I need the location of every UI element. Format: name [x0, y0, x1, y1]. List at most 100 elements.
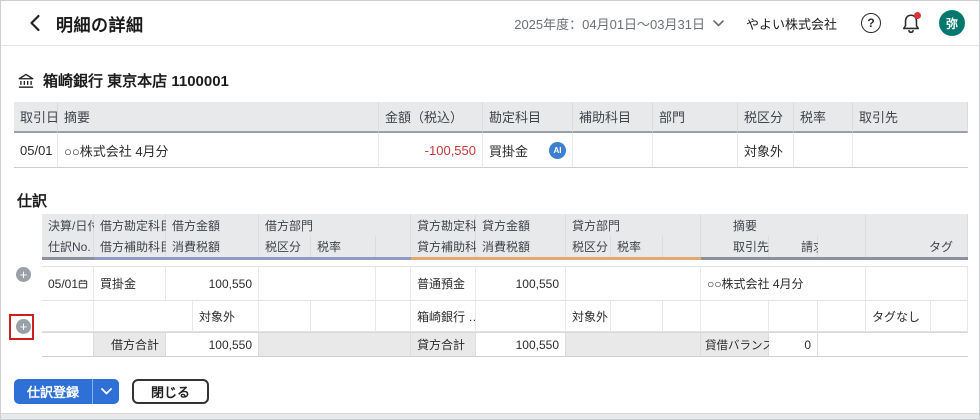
journal-col-cr-dept: 貸方部門 — [566, 214, 701, 236]
journal-col-cr-taxamount: 消費税額 — [476, 236, 566, 257]
journal-dr-spacer-cell — [376, 266, 411, 301]
totals-cr-label: 貸方合計 — [411, 332, 476, 357]
journal-cr-sub-cell[interactable]: 箱崎銀行 … — [411, 301, 480, 332]
journal-tag-spacer-cell — [931, 301, 968, 332]
journal-col-no: 仕訳No. — [42, 236, 94, 257]
user-avatar[interactable]: 弥 — [939, 10, 965, 36]
journal-dr-spacer2-cell — [376, 301, 411, 332]
journal-cr-spacer2-cell — [663, 301, 701, 332]
totals-dr-filler — [259, 332, 411, 357]
journal-col-cr-taxrate: 税率 — [611, 236, 663, 257]
add-row-button-bottom-icon[interactable] — [16, 319, 31, 334]
help-icon[interactable]: ? — [861, 13, 881, 33]
journal-col-cr-account: 貸方勘定科目 — [411, 214, 489, 236]
journal-col-dr-sub: 借方補助科目 — [94, 236, 172, 257]
register-dropdown-button[interactable] — [92, 379, 120, 404]
totals-cr-filler — [566, 332, 701, 357]
journal-dr-taxclass-cell[interactable]: 対象外 — [193, 301, 259, 332]
journal-dr-sub-cell[interactable] — [94, 301, 193, 332]
journal-col-cr-taxclass: 税区分 — [566, 236, 611, 257]
detail-account-value: 買掛金 — [489, 143, 529, 159]
detail-account-cell: 買掛金 AI — [483, 133, 573, 168]
back-button[interactable] — [29, 14, 43, 32]
totals-dr-amount: 100,550 — [166, 332, 259, 357]
bank-icon — [18, 73, 34, 88]
chevron-down-icon — [100, 388, 112, 395]
journal-dr-taxrate-cell[interactable] — [259, 301, 311, 332]
journal-partner-cell[interactable] — [701, 301, 769, 332]
statement-detail-table: 取引日 摘要 金額（税込） 勘定科目 補助科目 部門 税区分 税率 取引先 05… — [14, 102, 968, 168]
journal-col-dr-dept: 借方部門 — [259, 214, 411, 236]
journal-row1-tag-cell — [866, 266, 968, 301]
journal-col-dr-taxamount: 消費税額 — [166, 236, 259, 257]
detail-subaccount-cell — [573, 133, 653, 168]
journal-row2-spacer-cell — [818, 301, 866, 332]
detail-date-cell: 05/01 — [14, 133, 58, 168]
register-journal-split-button[interactable]: 仕訳登録 — [14, 379, 120, 404]
add-row-button-top-icon[interactable] — [16, 267, 31, 282]
journal-col-invoice: 請求書 — [769, 236, 837, 257]
journal-dr-taxamount-cell[interactable] — [311, 301, 376, 332]
journal-col-date: 決算/日付 — [42, 214, 99, 236]
totals-date-cell — [42, 332, 94, 357]
bottom-strip — [1, 413, 979, 419]
journal-dr-amount-cell[interactable]: 100,550 — [166, 266, 259, 301]
journal-col-dr-taxrate: 税率 — [311, 236, 376, 257]
journal-cr-taxrate-cell[interactable] — [611, 301, 663, 332]
journal-date-cell[interactable]: 05/01 — [42, 266, 94, 301]
journal-date-value: 05/01 — [48, 276, 79, 291]
journal-cr-taxamount-cell[interactable] — [476, 301, 566, 332]
detail-col-account: 勘定科目 — [483, 102, 573, 133]
close-button[interactable]: 閉じる — [132, 379, 210, 404]
detail-col-date: 取引日 — [14, 102, 59, 133]
detail-col-partner: 取引先 — [853, 102, 968, 133]
action-bar: 仕訳登録 閉じる — [14, 379, 210, 404]
detail-col-department: 部門 — [653, 102, 738, 133]
underline-summary — [701, 257, 968, 260]
bank-account-label: 箱崎銀行 東京本店 1100001 — [43, 73, 229, 90]
chevron-down-icon — [713, 19, 724, 26]
calendar-icon[interactable] — [78, 277, 88, 291]
journal-cr-amount-cell[interactable]: 100,550 — [476, 266, 566, 301]
totals-cr-amount: 100,550 — [476, 332, 566, 357]
journal-section-title: 仕訳 — [17, 193, 48, 210]
journal-dr-dept-cell[interactable] — [259, 266, 376, 301]
totals-dr-label: 借方合計 — [94, 332, 166, 357]
page-title: 明細の詳細 — [56, 15, 144, 35]
detail-col-subaccount: 補助科目 — [573, 102, 653, 133]
underline-date — [42, 257, 94, 260]
chevron-left-icon — [30, 14, 40, 32]
fiscal-year-selector[interactable]: 2025年度：04月01日〜03月31日 — [514, 14, 724, 33]
journal-col-dr-amount: 借方金額 — [166, 214, 259, 236]
journal-summary-cell[interactable]: ○○株式会社 4月分 — [701, 266, 866, 301]
notification-bell-icon[interactable] — [901, 12, 921, 34]
notification-dot — [914, 12, 921, 19]
company-name: やよい株式会社 — [745, 16, 837, 32]
detail-summary-cell: ○○株式会社 4月分 — [58, 133, 379, 168]
journal-col-spacer — [818, 236, 866, 257]
detail-taxrate-cell — [794, 133, 853, 168]
journal-col-tag: タグ — [866, 236, 968, 257]
totals-balance-value: 0 — [769, 332, 818, 357]
journal-no-cell[interactable] — [42, 301, 94, 332]
journal-cr-account-cell[interactable]: 普通預金 — [411, 266, 476, 301]
journal-cr-dept-cell[interactable] — [566, 266, 701, 301]
journal-cr-taxclass-cell[interactable]: 対象外 — [566, 301, 611, 332]
detail-col-taxrate: 税率 — [794, 102, 853, 133]
top-bar: 明細の詳細 2025年度：04月01日〜03月31日 やよい株式会社 ? 弥 — [1, 1, 979, 46]
journal-col-dr-account: 借方勘定科目 — [94, 214, 172, 236]
underline-debit — [94, 257, 411, 260]
journal-col-dr-spacer — [376, 236, 411, 257]
journal-col-dr-taxclass: 税区分 — [259, 236, 311, 257]
fiscal-year-label: 2025年度：04月01日〜03月31日 — [514, 16, 705, 32]
detail-col-amount: 金額（税込） — [379, 102, 483, 133]
journal-invoice-cell[interactable] — [769, 301, 818, 332]
ai-badge-icon: AI — [549, 141, 566, 159]
bank-account-header: 箱崎銀行 東京本店 1100001 — [17, 70, 229, 91]
detail-department-cell — [653, 133, 738, 168]
journal-tag-cell[interactable]: タグなし — [866, 301, 931, 332]
journal-col-partner: 取引先 — [701, 236, 769, 257]
register-journal-button[interactable]: 仕訳登録 — [14, 379, 93, 404]
journal-dr-account-cell[interactable]: 買掛金 — [94, 266, 166, 301]
